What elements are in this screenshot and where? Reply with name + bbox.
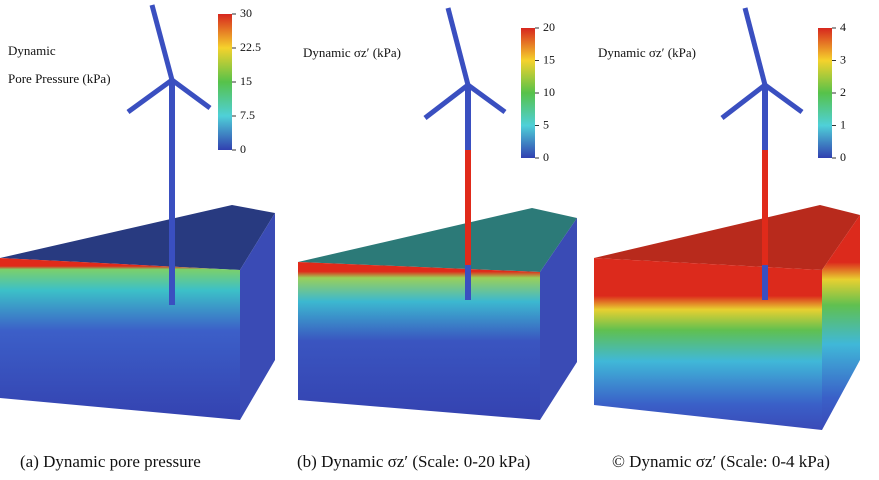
- colorbar-label: Pore Pressure (kPa): [8, 71, 111, 86]
- colorbar-tick-label: 0: [543, 150, 549, 164]
- colorbar-tick-label: 0: [840, 150, 846, 164]
- colorbar-tick-label: 22.5: [240, 40, 261, 54]
- colorbar-tick-label: 0: [240, 142, 246, 156]
- colorbar-tick-label: 5: [543, 117, 549, 131]
- colorbar-tick-label: 4: [840, 20, 846, 34]
- figure: DynamicPore Pressure (kPa)3022.5157.50(a…: [0, 0, 879, 480]
- colorbar-tick-label: 15: [543, 52, 555, 66]
- caption: © Dynamic σz′ (Scale: 0-4 kPa): [612, 452, 830, 471]
- caption: (a) Dynamic pore pressure: [20, 452, 201, 471]
- colorbar-tick-label: 10: [543, 85, 555, 99]
- colorbar: [521, 28, 535, 158]
- colorbar: [818, 28, 832, 158]
- colorbar-tick-label: 2: [840, 85, 846, 99]
- colorbar-label: Dynamic: [8, 43, 56, 58]
- colorbar-tick-label: 3: [840, 52, 846, 66]
- colorbar-tick-label: 15: [240, 74, 252, 88]
- colorbar-tick-label: 30: [240, 6, 252, 20]
- colorbar-label: Dynamic σz′ (kPa): [303, 45, 401, 60]
- colorbar-tick-label: 7.5: [240, 108, 255, 122]
- colorbar-tick-label: 1: [840, 117, 846, 131]
- colorbar-tick-label: 20: [543, 20, 555, 34]
- panel-a-scene: [0, 5, 275, 420]
- caption: (b) Dynamic σz′ (Scale: 0-20 kPa): [297, 452, 530, 471]
- panel-b-scene: [298, 8, 577, 420]
- colorbar-label: Dynamic σz′ (kPa): [598, 45, 696, 60]
- colorbar: [218, 14, 232, 150]
